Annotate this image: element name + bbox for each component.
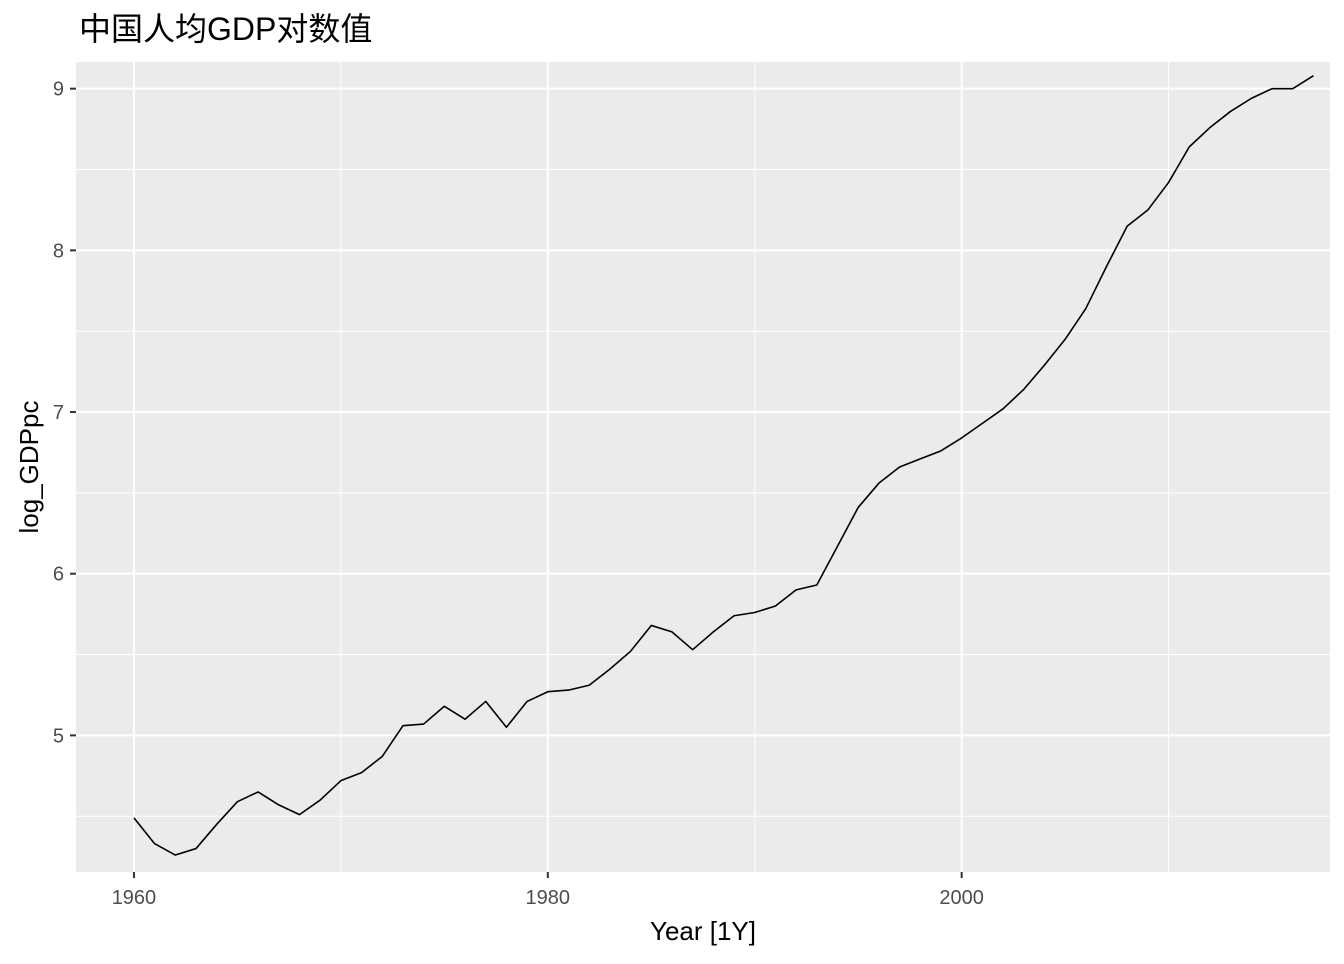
x-tick-label: 2000 xyxy=(939,887,984,909)
x-tick-label: 1960 xyxy=(112,887,157,909)
x-axis-title: Year [1Y] xyxy=(650,916,756,946)
y-tick-label: 8 xyxy=(53,240,64,262)
series-line xyxy=(133,75,1314,856)
x-tick-label: 1980 xyxy=(526,887,571,909)
plot-panel xyxy=(76,62,1330,872)
series-layer xyxy=(133,75,1314,856)
y-axis-title: log_GDPpc xyxy=(14,401,44,534)
y-tick-label: 7 xyxy=(53,402,64,424)
y-tick-label: 5 xyxy=(53,725,64,747)
y-tick-label: 9 xyxy=(53,79,64,101)
minor-gridlines xyxy=(76,62,1330,872)
chart-title: 中国人均GDP对数值 xyxy=(79,11,372,47)
x-axis: 1960 1980 2000 xyxy=(112,872,984,909)
major-gridlines xyxy=(76,62,1330,872)
y-tick-label: 6 xyxy=(53,564,64,586)
y-axis: 5 6 7 8 9 xyxy=(53,79,76,747)
